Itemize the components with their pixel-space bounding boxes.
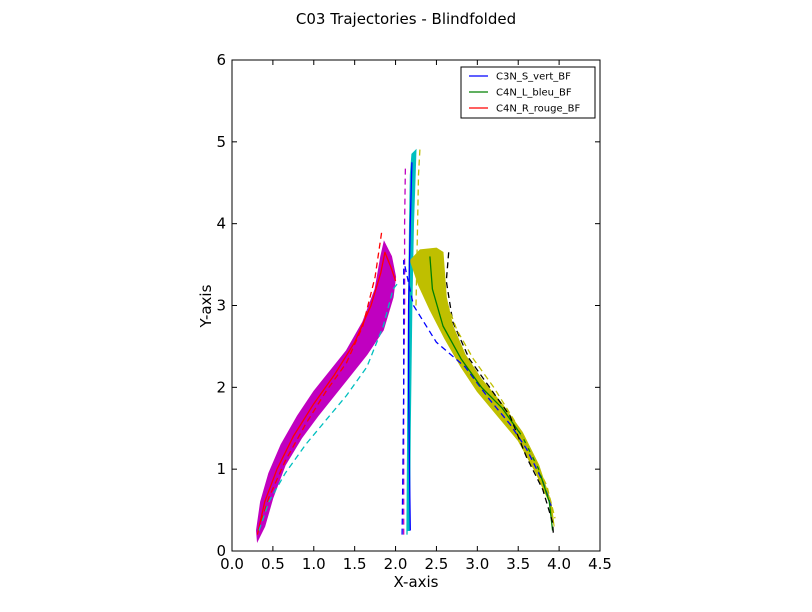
series-line-8	[429, 256, 554, 531]
y-tick-label: 1	[216, 460, 226, 478]
y-tick-label: 5	[216, 133, 226, 151]
y-tick-label: 3	[216, 297, 226, 315]
data-lines	[256, 145, 556, 535]
x-tick-label: 0.0	[220, 555, 244, 573]
x-tick-label: 2.0	[384, 555, 408, 573]
series-line-5	[415, 145, 421, 306]
y-tick-label: 2	[216, 378, 226, 396]
series-line-2	[258, 280, 401, 531]
legend-label-c4n-l-bleu-bf: C4N_L_bleu_BF	[496, 88, 572, 99]
x-ticks: 0.0 0.5 1.0 1.5 2.0 2.5 3.0 3.5 4.0 4.5	[220, 60, 612, 573]
x-tick-label: 1.5	[343, 555, 367, 573]
series-line-7	[401, 259, 554, 535]
series-line-3	[403, 166, 407, 535]
legend-label-c4n-r-rouge-bf: C4N_R_rouge_BF	[496, 104, 580, 115]
legend: C3N_S_vert_BF C4N_L_bleu_BF C4N_R_rouge_…	[460, 66, 596, 119]
chart-title: C03 Trajectories - Blindfolded	[296, 10, 516, 28]
x-tick-label: 2.5	[425, 555, 449, 573]
x-tick-label: 4.5	[588, 555, 612, 573]
y-tick-label: 4	[216, 215, 226, 233]
series-line-0	[256, 251, 397, 535]
x-tick-label: 4.0	[547, 555, 571, 573]
series-line-10	[442, 264, 556, 519]
series-line-1	[257, 231, 383, 531]
x-tick-label: 0.5	[261, 555, 285, 573]
y-axis-label: Y-axis	[197, 284, 215, 328]
series-line-6	[407, 162, 413, 531]
x-axis-label: X-axis	[394, 573, 439, 591]
x-tick-label: 3.0	[465, 555, 489, 573]
series-line-9	[445, 252, 555, 535]
y-tick-label: 6	[216, 51, 226, 69]
x-tick-label: 1.0	[302, 555, 326, 573]
y-ticks: 0 1 2 3 4 5 6	[216, 51, 600, 560]
x-tick-label: 3.5	[506, 555, 530, 573]
y-tick-label: 0	[216, 542, 226, 560]
legend-label-c3n-s-vert-bf: C3N_S_vert_BF	[496, 72, 571, 83]
